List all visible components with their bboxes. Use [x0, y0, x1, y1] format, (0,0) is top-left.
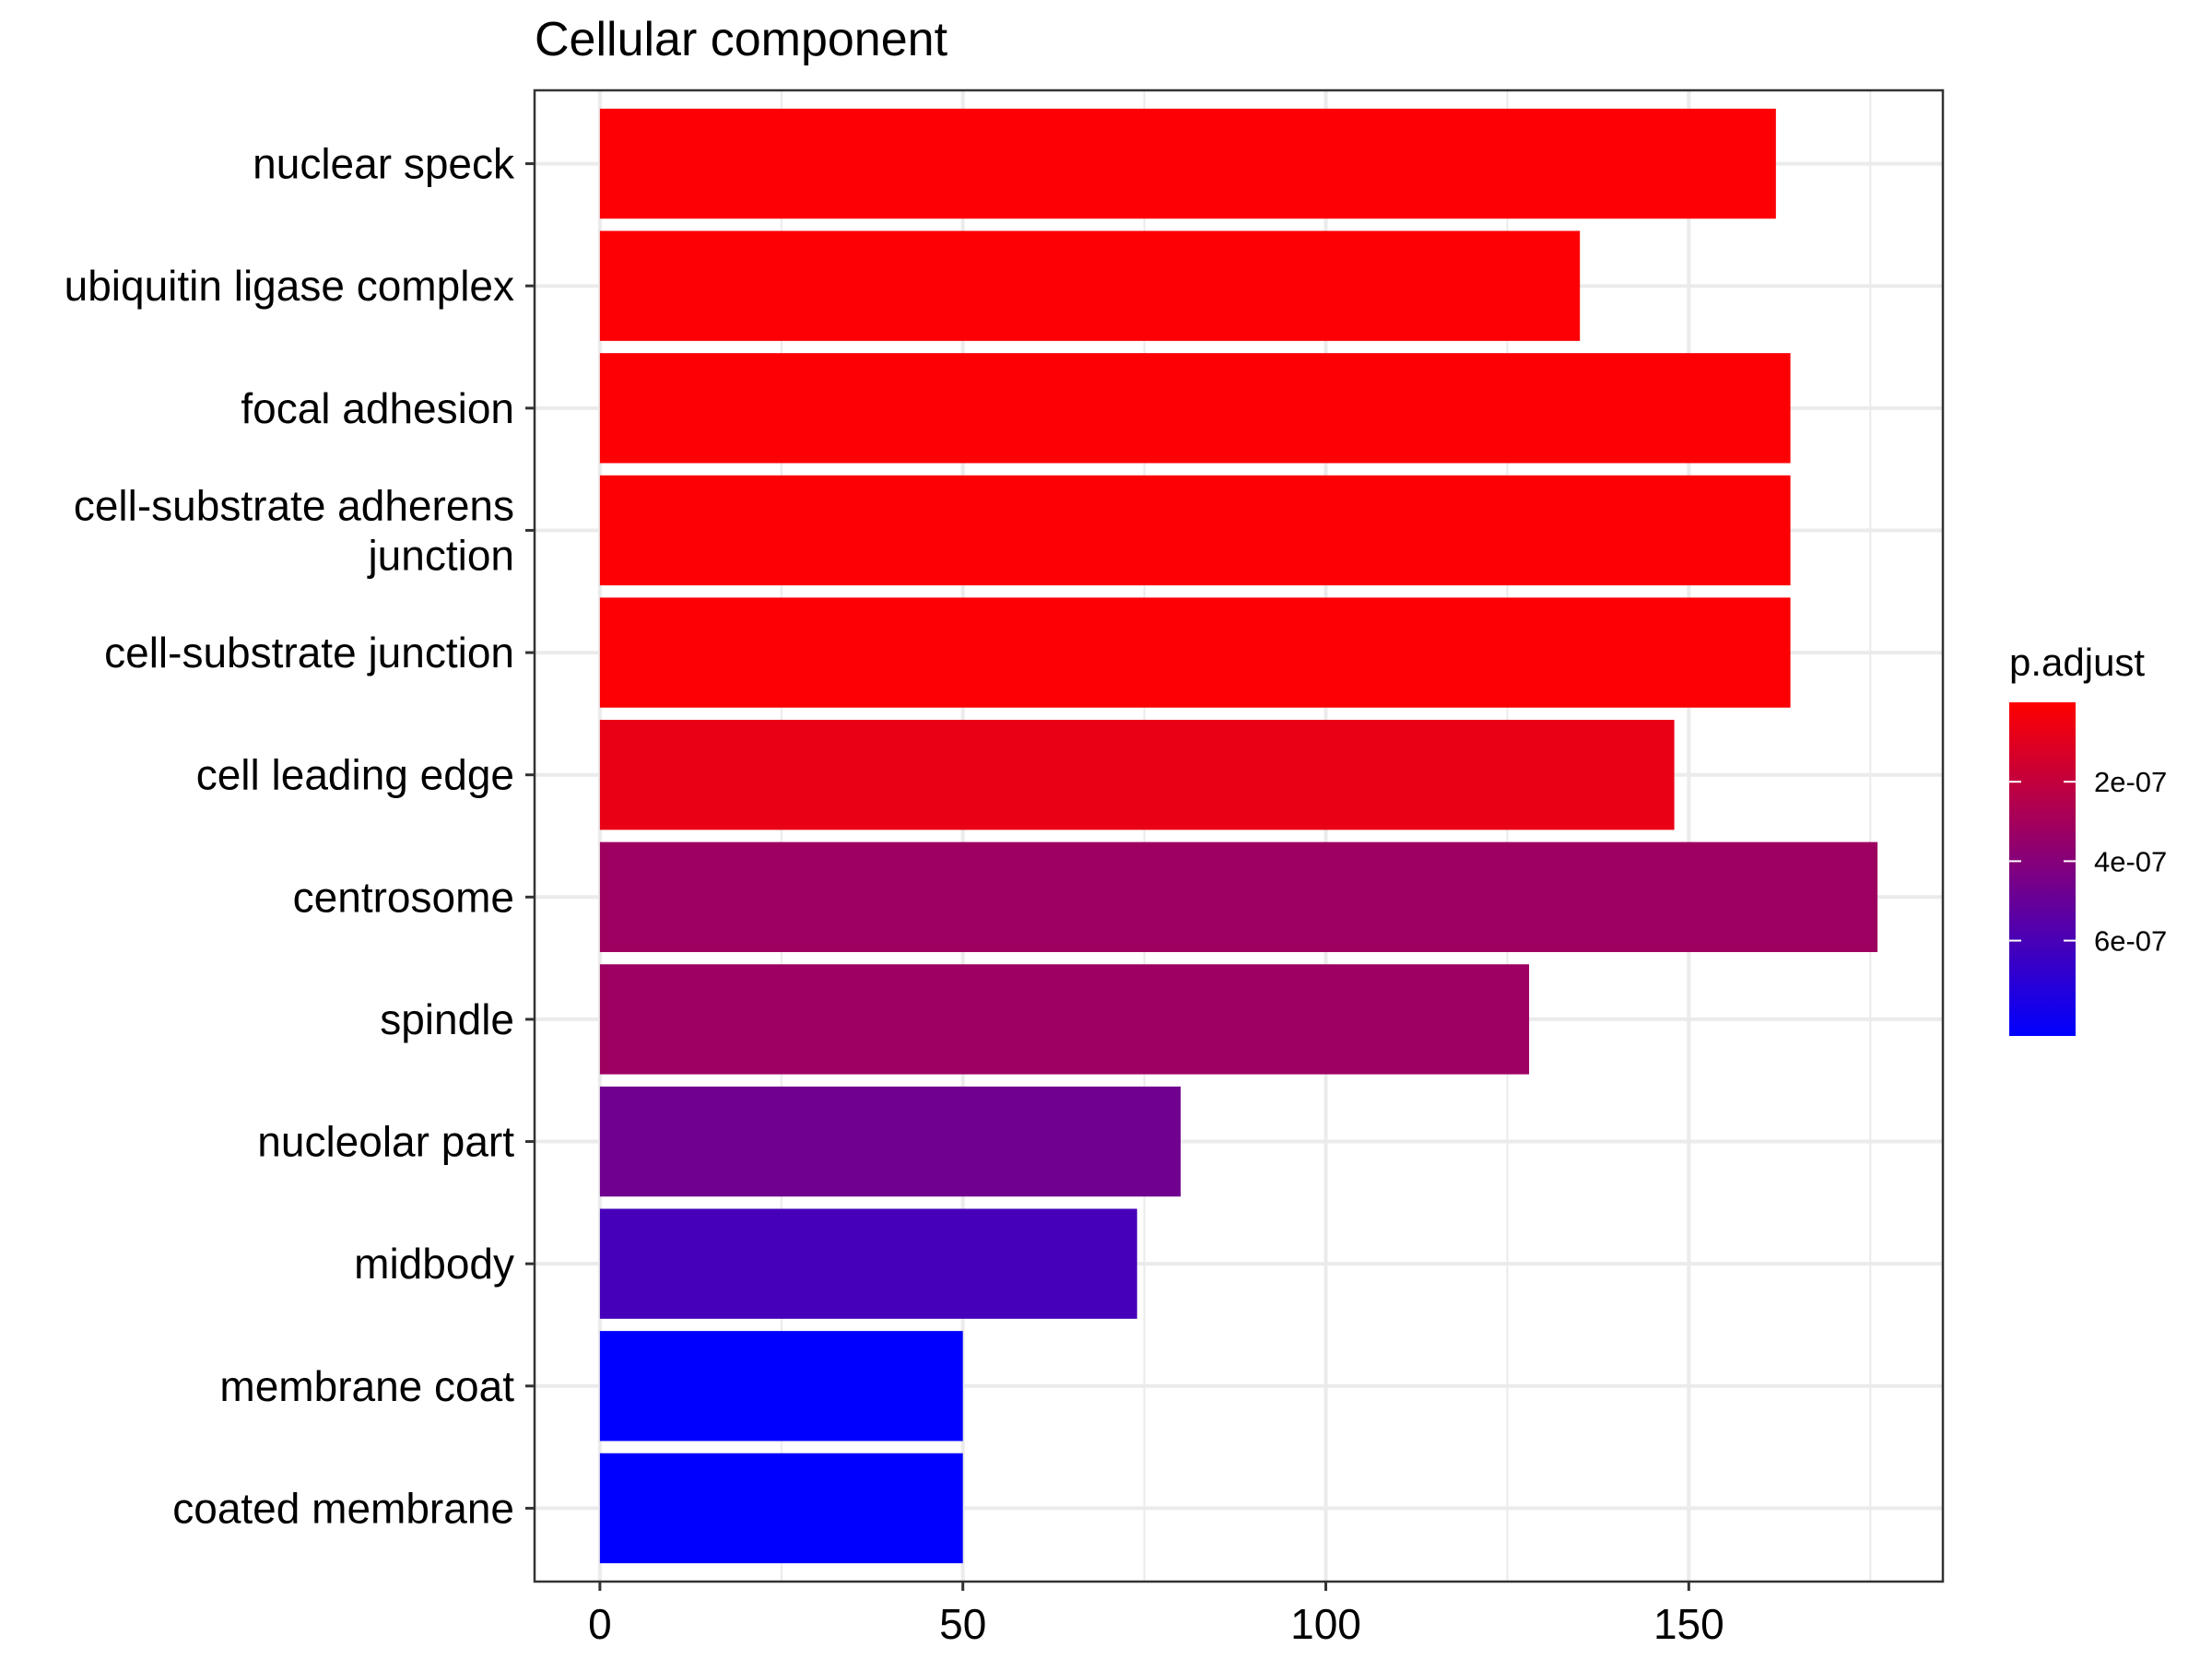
y-tick-label: cell-substrate adherens	[74, 481, 514, 529]
x-tick-label: 50	[939, 1600, 986, 1648]
bar	[599, 964, 1530, 1075]
bars	[599, 108, 1878, 1564]
y-tick-label: spindle	[380, 995, 514, 1043]
y-tick-label: midbody	[354, 1240, 514, 1288]
y-tick-label: centrosome	[293, 873, 514, 921]
y-tick-label: cell-substrate junction	[104, 629, 514, 677]
bar	[599, 475, 1791, 586]
legend-title: p.adjust	[2009, 641, 2145, 684]
bar	[599, 230, 1581, 341]
bar	[599, 1208, 1137, 1319]
legend-tick-label: 4e-07	[2094, 845, 2167, 877]
y-tick-label: junction	[366, 531, 514, 579]
bar	[599, 841, 1878, 952]
bar	[599, 720, 1675, 830]
bar	[599, 1331, 963, 1441]
legend: p.adjust 2e-07 4e-07 6e-07	[2009, 641, 2167, 1036]
x-axis: 0 50 100 150	[588, 1582, 1724, 1648]
bar	[599, 353, 1791, 464]
y-axis: nuclear speck ubiquitin ligase complex foc…	[65, 140, 535, 1532]
bar	[599, 597, 1791, 708]
y-tick-label: nuclear speck	[253, 140, 515, 188]
x-tick-label: 150	[1653, 1600, 1724, 1648]
legend-tick-label: 6e-07	[2094, 925, 2167, 958]
chart-title: Cellular component	[535, 13, 948, 66]
bar	[599, 1453, 963, 1564]
y-tick-label: ubiquitin ligase complex	[65, 262, 514, 310]
y-tick-label: cell leading edge	[196, 751, 514, 799]
panel-border	[533, 88, 1945, 1583]
y-tick-label: focal adhesion	[241, 384, 514, 432]
x-tick-label: 0	[588, 1600, 612, 1648]
y-tick-label: coated membrane	[172, 1484, 514, 1532]
y-tick-label: membrane coat	[219, 1362, 514, 1410]
bar	[599, 108, 1776, 219]
bar	[599, 1086, 1181, 1197]
legend-colorbar	[2009, 702, 2076, 1036]
legend-tick-label: 2e-07	[2094, 766, 2167, 798]
y-tick-label: nucleolar part	[257, 1118, 514, 1166]
x-tick-label: 100	[1290, 1600, 1361, 1648]
